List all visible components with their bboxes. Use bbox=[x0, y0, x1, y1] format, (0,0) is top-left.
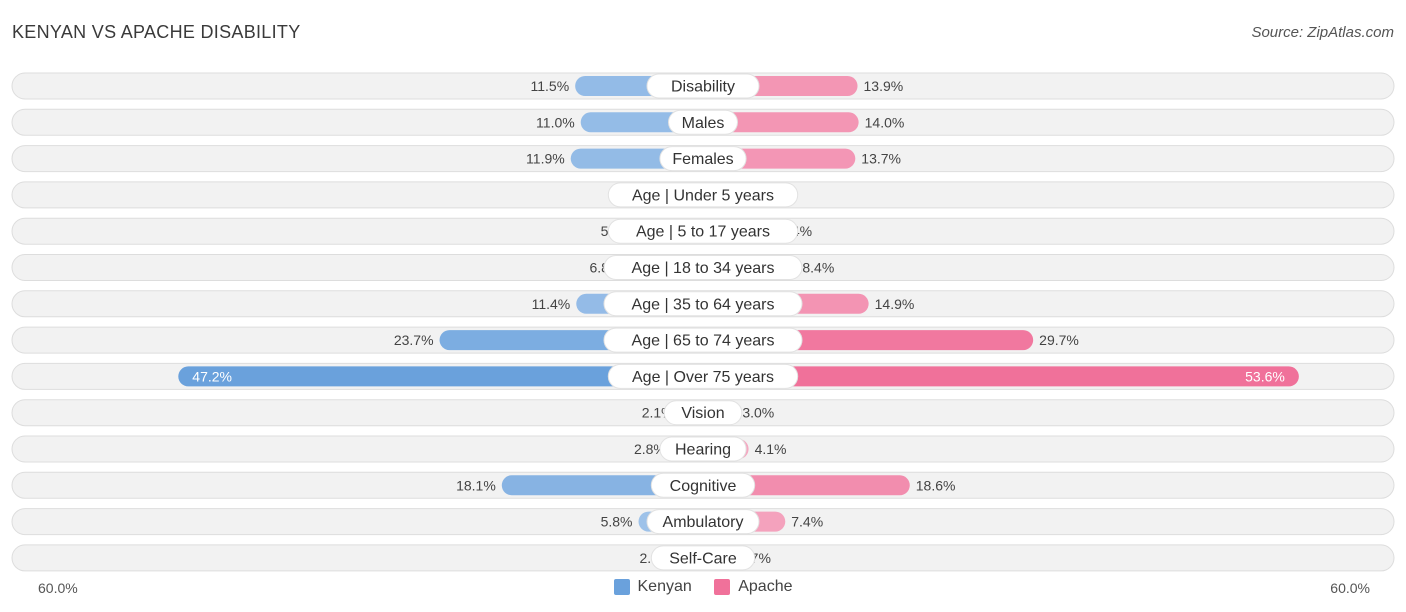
value-label-apache-ambulatory: 7.4% bbox=[791, 514, 823, 530]
axis-label-right: 60.0% bbox=[1330, 580, 1370, 596]
category-pill-age-under-5-years bbox=[607, 182, 799, 208]
value-label-kenyan-age-65-to-74-years: 23.7% bbox=[394, 332, 434, 348]
legend-label-kenyan: Kenyan bbox=[637, 578, 692, 595]
category-label-disability: Disability bbox=[671, 79, 735, 96]
category-pill-females bbox=[659, 146, 747, 172]
legend-label-apache: Apache bbox=[738, 578, 793, 595]
category-pill-disability bbox=[646, 73, 760, 99]
legend-item-kenyan[interactable]: Kenyan bbox=[613, 578, 692, 596]
category-pill-vision bbox=[663, 400, 743, 426]
category-label-vision: Vision bbox=[681, 405, 724, 422]
legend-swatch-kenyan bbox=[613, 579, 630, 595]
value-label-apache-hearing: 4.1% bbox=[755, 441, 787, 457]
value-label-apache-males: 14.0% bbox=[865, 114, 905, 130]
value-label-kenyan-females: 11.9% bbox=[526, 151, 565, 167]
category-label-self-care: Self-Care bbox=[669, 550, 737, 567]
value-label-kenyan-males: 11.0% bbox=[536, 114, 575, 130]
category-pill-cognitive bbox=[650, 472, 756, 498]
value-label-apache-vision: 3.0% bbox=[742, 405, 774, 421]
legend-item-apache[interactable]: Apache bbox=[714, 578, 792, 596]
category-label-age-over-75-years: Age | Over 75 years bbox=[632, 369, 774, 386]
category-label-cognitive: Cognitive bbox=[670, 478, 737, 495]
chart-title: KENYAN VS APACHE DISABILITY bbox=[12, 22, 301, 42]
value-label-kenyan-age-35-to-64-years: 11.4% bbox=[532, 296, 571, 312]
value-label-kenyan-hearing: 2.8% bbox=[634, 441, 666, 457]
category-pill-age-65-to-74-years bbox=[603, 327, 803, 353]
value-label-kenyan-cognitive: 18.1% bbox=[456, 477, 496, 493]
value-label-apache-age-over-75-years: 53.6% bbox=[1245, 368, 1285, 384]
category-label-age-under-5-years: Age | Under 5 years bbox=[632, 187, 774, 204]
bar-kenyan-age-over-75-years bbox=[178, 366, 713, 387]
category-label-age-65-to-74-years: Age | 65 to 74 years bbox=[632, 333, 775, 350]
category-label-males: Males bbox=[682, 115, 725, 132]
category-label-hearing: Hearing bbox=[675, 442, 731, 459]
category-pill-age-35-to-64-years bbox=[603, 291, 803, 317]
category-pill-age-18-to-34-years bbox=[603, 255, 803, 280]
value-label-apache-age-18-to-34-years: 8.4% bbox=[802, 260, 834, 276]
source-label: Source: ZipAtlas.com bbox=[1251, 24, 1394, 41]
category-pill-age-over-75-years bbox=[607, 363, 799, 389]
legend: Kenyan Apache bbox=[0, 578, 1406, 600]
category-label-age-18-to-34-years: Age | 18 to 34 years bbox=[632, 260, 775, 277]
value-label-apache-females: 13.7% bbox=[861, 151, 901, 167]
category-pill-age-5-to-17-years bbox=[607, 218, 799, 244]
value-label-kenyan-ambulatory: 5.8% bbox=[601, 514, 633, 530]
category-pill-self-care bbox=[650, 545, 756, 571]
category-pill-males bbox=[668, 109, 738, 135]
axis-label-left: 60.0% bbox=[38, 580, 78, 596]
category-pill-hearing bbox=[659, 436, 747, 462]
legend-swatch-apache bbox=[714, 579, 731, 595]
value-label-apache-disability: 13.9% bbox=[864, 78, 904, 94]
value-label-kenyan-disability: 11.5% bbox=[530, 78, 569, 94]
value-label-apache-age-65-to-74-years: 29.7% bbox=[1039, 332, 1079, 348]
category-label-age-35-to-64-years: Age | 35 to 64 years bbox=[632, 296, 775, 313]
category-pill-ambulatory bbox=[646, 509, 760, 535]
category-label-age-5-to-17-years: Age | 5 to 17 years bbox=[636, 224, 770, 241]
category-label-ambulatory: Ambulatory bbox=[663, 514, 744, 531]
value-label-kenyan-age-over-75-years: 47.2% bbox=[192, 368, 232, 384]
value-label-apache-cognitive: 18.6% bbox=[916, 477, 956, 493]
category-label-females: Females bbox=[672, 151, 733, 168]
value-label-apache-age-35-to-64-years: 14.9% bbox=[875, 296, 915, 312]
bar-apache-age-over-75-years bbox=[693, 366, 1299, 387]
